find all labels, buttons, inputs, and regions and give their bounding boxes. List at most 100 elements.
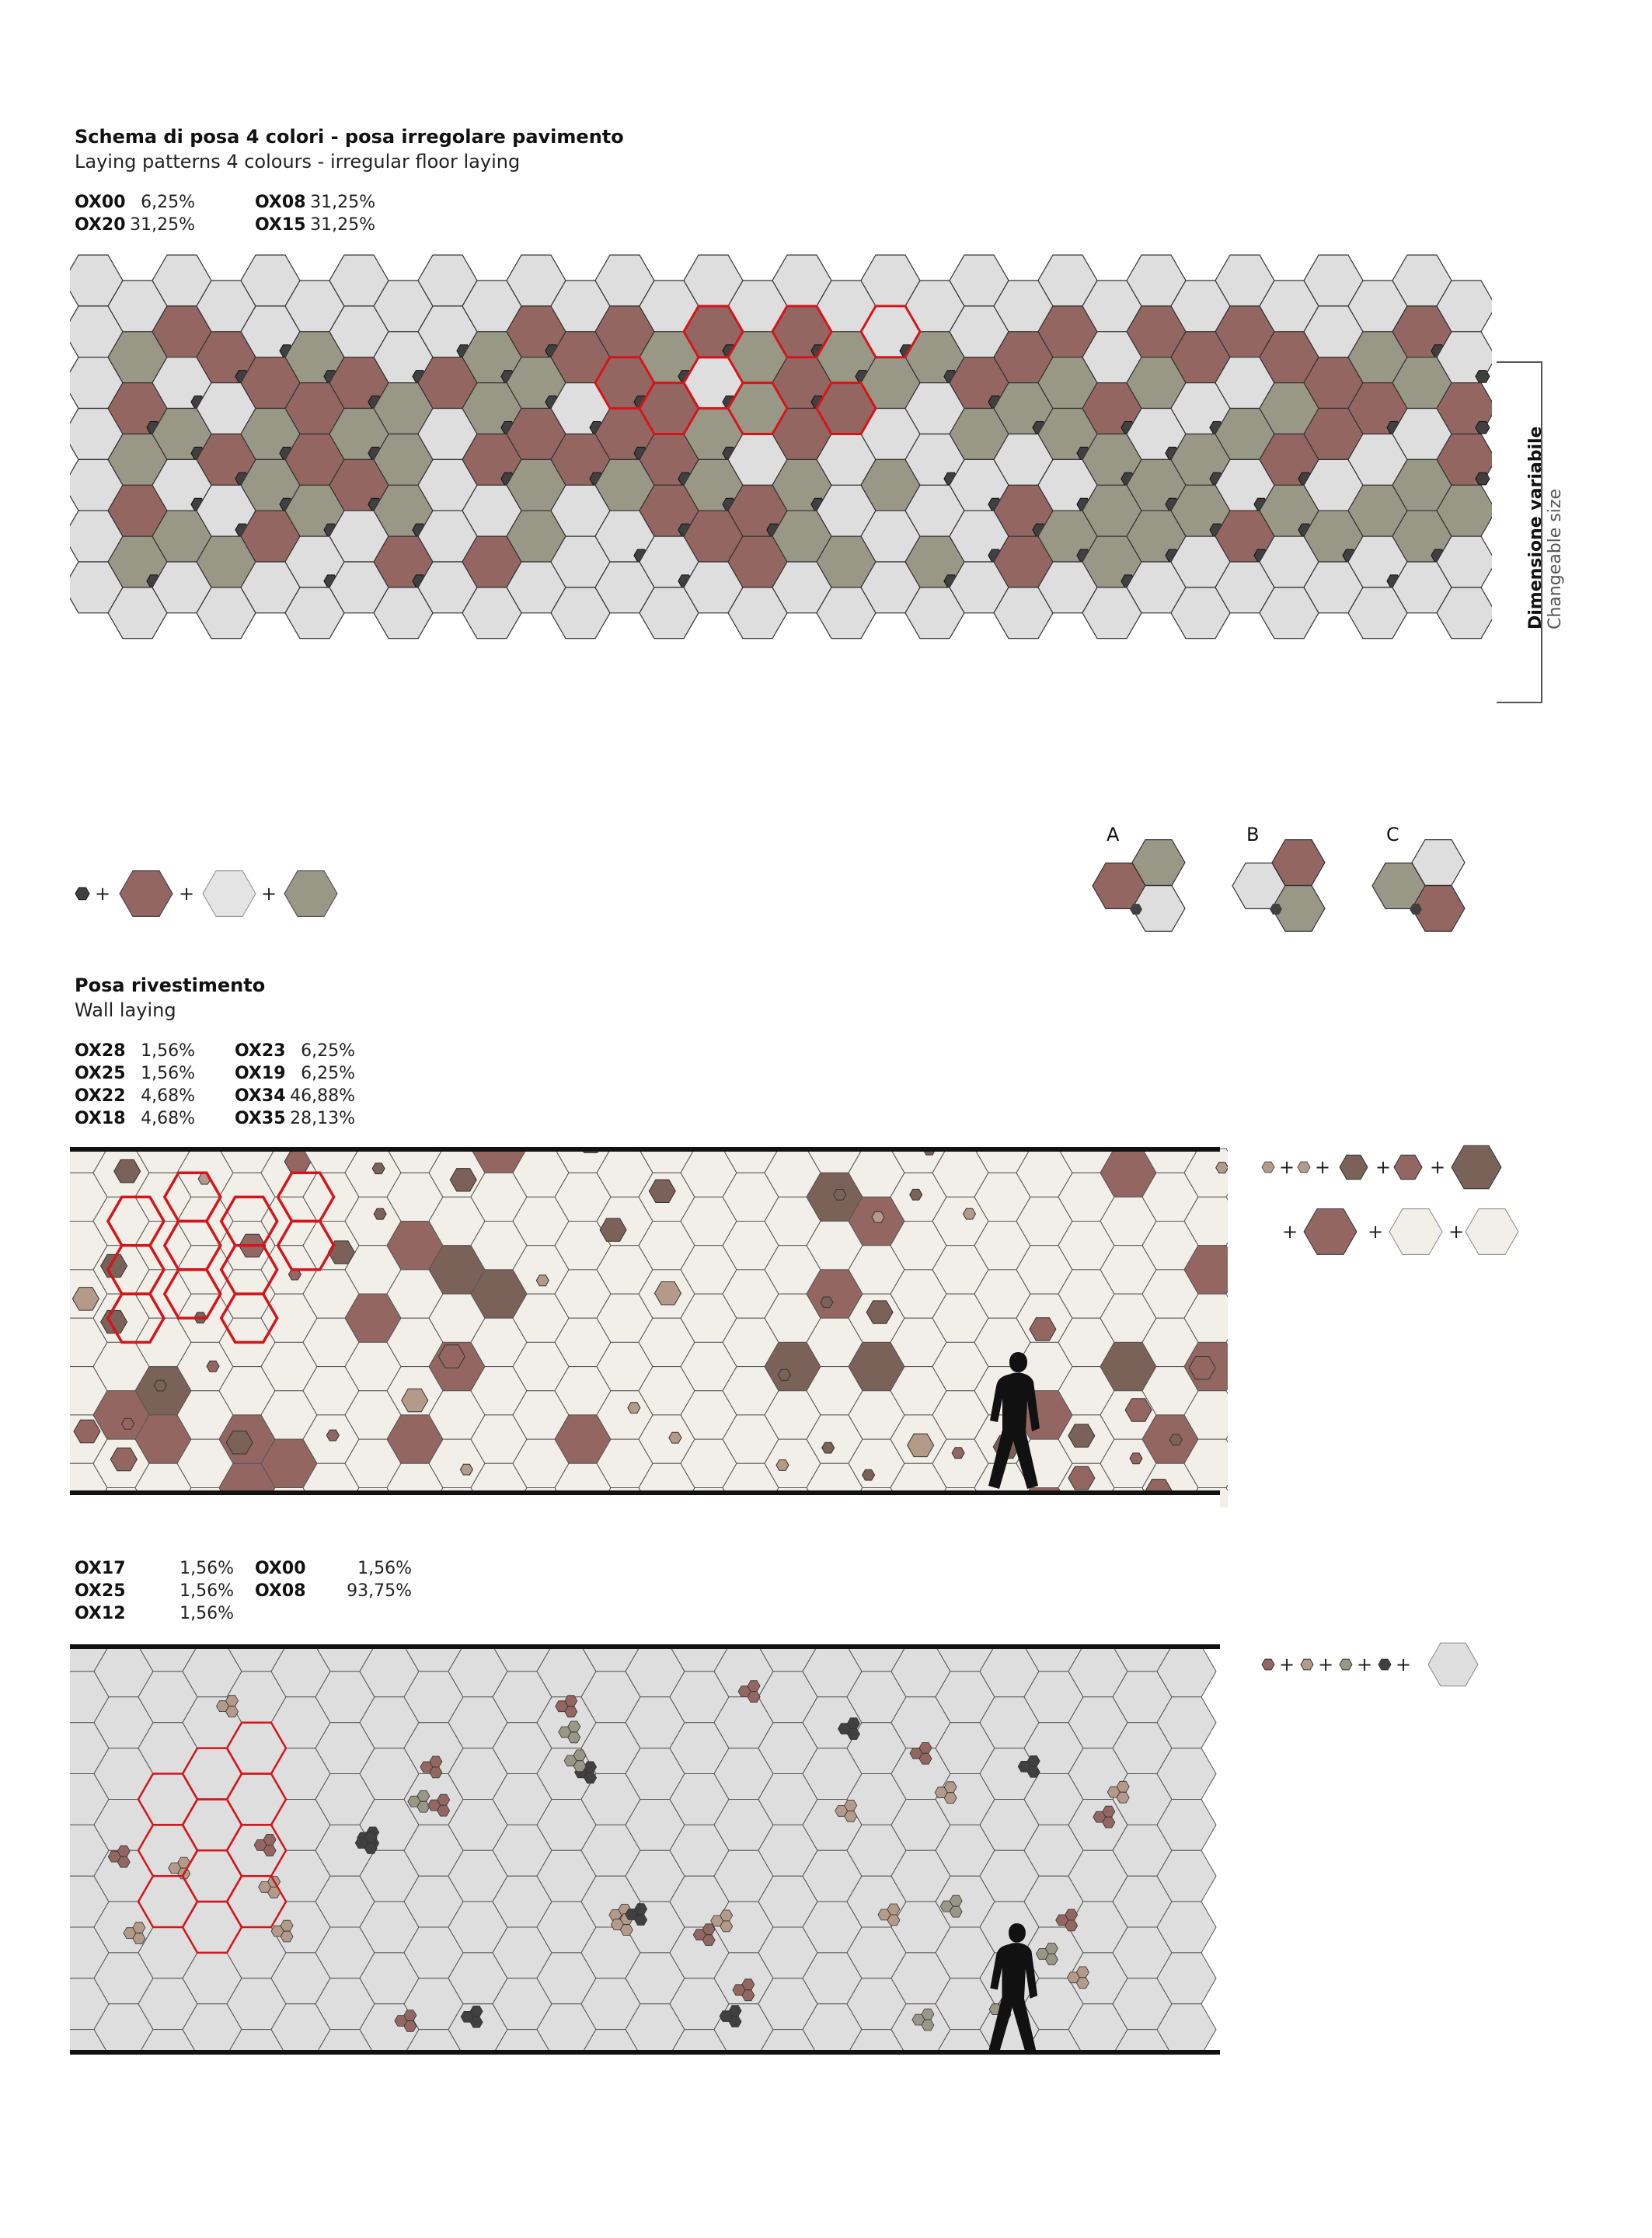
plus-sign: + xyxy=(1315,1156,1330,1178)
highlight-tile-outline xyxy=(219,1292,279,1344)
trefoil-insert xyxy=(720,1909,734,1922)
trefoil-insert xyxy=(1044,1943,1058,1954)
wall-insert xyxy=(110,1447,138,1472)
wall-insert xyxy=(1188,1356,1216,1380)
code-percentage: 28,13% xyxy=(290,1109,355,1128)
wall-insert xyxy=(206,1360,220,1372)
code-label: OX15 xyxy=(255,215,306,235)
trefoil-insert xyxy=(949,1905,963,1918)
cream-tile-swatch xyxy=(1389,1208,1443,1255)
wall-insert xyxy=(648,1179,676,1203)
red-large-swatch xyxy=(1303,1208,1357,1255)
trefoil-insert xyxy=(847,1717,860,1729)
combo-dot-insert xyxy=(1270,904,1282,915)
code-label: OX20 xyxy=(75,215,126,235)
trefoil-insert xyxy=(1026,1755,1040,1767)
wall-tile-legend-1: + + + + + + + xyxy=(1261,1145,1519,1255)
floor-section-title: Schema di posa 4 colori - posa irregolar… xyxy=(75,126,624,148)
trefoil-insert xyxy=(918,1752,932,1765)
highlight-tile-outline xyxy=(771,305,833,359)
trefoil-insert xyxy=(634,1903,648,1915)
wall-insert xyxy=(371,1163,385,1175)
charcoal-dot-swatch xyxy=(1378,1658,1392,1671)
highlight-tile-outline xyxy=(815,382,877,435)
plus-sign: + xyxy=(1318,1654,1333,1675)
trefoil-insert xyxy=(584,1761,598,1773)
trefoil-insert xyxy=(844,1799,858,1811)
combo-dot-insert xyxy=(1410,904,1422,915)
code-label: OX25 xyxy=(75,1064,126,1083)
combo-label-b: B xyxy=(1246,824,1260,845)
trefoil-insert xyxy=(429,1766,443,1779)
code-percentage: 1,56% xyxy=(141,1064,195,1083)
code-percentage: 1,56% xyxy=(179,1559,234,1578)
red-medium-swatch xyxy=(1393,1154,1423,1180)
wall-insert xyxy=(100,1309,128,1334)
wall-insert xyxy=(833,1189,847,1201)
plus-sign: + xyxy=(1279,1156,1295,1178)
wall-insert xyxy=(599,1218,627,1242)
trefoil-insert xyxy=(263,1844,277,1856)
code-label: OX35 xyxy=(235,1109,286,1128)
trefoil-insert xyxy=(584,1772,598,1784)
trefoil-insert xyxy=(747,1680,761,1692)
code-label: OX28 xyxy=(75,1041,126,1061)
tan-small-swatch-2 xyxy=(1297,1161,1311,1173)
trefoil-insert xyxy=(469,2005,483,2017)
trefoil-insert xyxy=(1026,1766,1040,1778)
wall-insert xyxy=(909,1188,923,1201)
wall-insert xyxy=(153,1379,167,1392)
trefoil-insert xyxy=(225,1706,239,1717)
code-label: OX08 xyxy=(255,1581,306,1601)
floor-line xyxy=(70,1490,1220,1495)
floor-line xyxy=(70,2050,1220,2055)
trefoil-insert xyxy=(567,1731,581,1744)
plus-sign: + xyxy=(1375,1156,1391,1178)
wall-insert xyxy=(1169,1434,1183,1446)
floor-laying-pattern-diagram xyxy=(70,254,1492,640)
sage-tile-swatch xyxy=(284,870,338,918)
wall-insert xyxy=(1129,1452,1143,1465)
floor-tile xyxy=(1436,587,1492,640)
trefoil-insert xyxy=(702,1934,716,1947)
highlight-tile-outline xyxy=(162,1268,222,1319)
wall-insert xyxy=(871,1211,885,1223)
trefoil-insert xyxy=(564,1706,578,1718)
code-label: OX12 xyxy=(75,1604,126,1623)
code-percentage: 1,56% xyxy=(179,1604,234,1623)
highlight-tile-outline xyxy=(276,1219,336,1271)
trefoil-insert xyxy=(117,1856,131,1868)
walking-person-silhouette xyxy=(988,1923,1038,2054)
wall-insert xyxy=(821,1441,835,1454)
trefoil-insert xyxy=(403,2020,417,2032)
code-percentage: 6,25% xyxy=(141,193,195,212)
trefoil-insert xyxy=(921,2008,935,2020)
ceiling-line xyxy=(70,1147,1220,1152)
trefoil-insert xyxy=(573,1760,587,1773)
brown-large-swatch xyxy=(1451,1145,1502,1190)
wall-insert xyxy=(71,1287,99,1311)
trefoil-insert xyxy=(619,1924,633,1936)
trefoil-insert xyxy=(844,1810,858,1822)
wall-insert xyxy=(1215,1162,1228,1173)
highlight-tile-outline xyxy=(682,305,744,359)
changeable-size-label: Dimensione variabile Changeable size xyxy=(1526,426,1565,629)
floor-codes-table: OX00 6,25% OX08 31,25% OX20 31,25% OX15 … xyxy=(75,191,432,238)
trefoil-insert xyxy=(437,1794,451,1806)
plus-sign: + xyxy=(1357,1654,1372,1675)
code-label: OX17 xyxy=(75,1559,126,1578)
trefoil-insert xyxy=(741,1989,755,2002)
code-percentage: 1,56% xyxy=(357,1559,412,1578)
wall-section-subtitle: Wall laying xyxy=(75,999,176,1021)
plus-sign: + xyxy=(261,883,277,905)
trefoil-insert xyxy=(887,1903,901,1916)
brown-medium-swatch xyxy=(1339,1154,1368,1180)
walking-person-silhouette xyxy=(988,1352,1040,1489)
plus-sign: + xyxy=(1430,1156,1445,1178)
trefoil-insert xyxy=(949,1895,963,1907)
trefoil-insert xyxy=(943,1792,957,1804)
trefoil-insert xyxy=(225,1695,239,1706)
grey-tile-swatch xyxy=(1427,1642,1479,1687)
size-dimension-bracket xyxy=(1497,361,1542,703)
combo-label-c: C xyxy=(1386,824,1399,845)
